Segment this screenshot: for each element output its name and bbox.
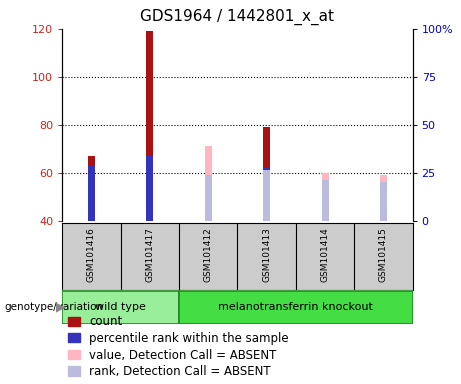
Text: GSM101417: GSM101417	[145, 228, 154, 282]
Bar	[321, 173, 329, 221]
Bar	[88, 156, 95, 221]
Text: GSM101413: GSM101413	[262, 228, 271, 282]
Bar	[263, 168, 270, 221]
Text: ▶: ▶	[56, 301, 66, 314]
Bar	[205, 146, 212, 221]
Text: GSM101412: GSM101412	[204, 228, 213, 282]
Text: melanotransferrin knockout: melanotransferrin knockout	[219, 302, 373, 312]
Bar	[205, 175, 212, 221]
Title: GDS1964 / 1442801_x_at: GDS1964 / 1442801_x_at	[141, 8, 334, 25]
Bar	[380, 182, 387, 221]
Text: wild type: wild type	[95, 302, 146, 312]
Bar	[62, 291, 179, 324]
Bar	[263, 168, 270, 221]
Text: GSM101416: GSM101416	[87, 228, 96, 282]
Bar	[380, 175, 387, 221]
Text: genotype/variation: genotype/variation	[5, 302, 104, 312]
Bar	[263, 127, 270, 221]
Text: GSM101415: GSM101415	[379, 228, 388, 282]
Bar	[146, 156, 154, 221]
Bar	[321, 180, 329, 221]
Bar	[179, 291, 413, 324]
Text: GSM101414: GSM101414	[320, 228, 330, 282]
Bar	[146, 31, 154, 221]
Bar	[263, 170, 270, 221]
Legend: count, percentile rank within the sample, value, Detection Call = ABSENT, rank, : count, percentile rank within the sample…	[68, 316, 289, 378]
Bar	[88, 166, 95, 221]
